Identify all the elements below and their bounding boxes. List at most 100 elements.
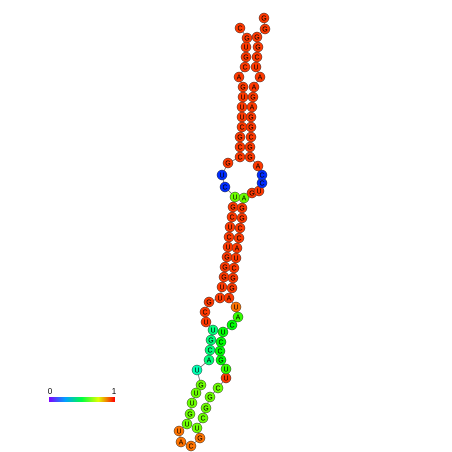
nucleotide-label: C [200, 415, 205, 422]
nucleotide [185, 440, 197, 452]
nucleotide-label: A [256, 163, 261, 170]
nucleotide-label: A [227, 295, 232, 302]
nucleotide [231, 242, 243, 254]
nucleotide-label: C [259, 180, 264, 187]
nucleotide [186, 397, 198, 409]
nucleotide-label: C [254, 54, 259, 61]
nucleotide-label: U [256, 188, 261, 195]
nucleotide [234, 222, 246, 234]
nucleotide-label: C [242, 64, 247, 71]
nucleotide [215, 336, 227, 348]
nucleotide [184, 408, 196, 420]
nucleotide [248, 81, 260, 93]
nucleotide-label: G [237, 134, 242, 141]
nucleotide [222, 157, 234, 169]
scale-min-label: 0 [48, 387, 53, 396]
nucleotide-label: G [203, 405, 208, 412]
nucleotide-label: C [217, 348, 222, 355]
nucleotide-label: U [189, 400, 194, 407]
nucleotide-label: G [254, 34, 259, 41]
nucleotide-label: C [222, 184, 227, 191]
nucleotide-label: G [247, 154, 252, 161]
nucleotide [239, 61, 251, 73]
nucleotide-label: G [249, 190, 254, 197]
nucleotide-label: G [229, 285, 234, 292]
nucleotide [191, 422, 203, 434]
nucleotide-label: A [237, 74, 242, 81]
nucleotide [200, 316, 212, 328]
nucleotide-label: U [223, 366, 228, 373]
nucleotide [175, 436, 187, 448]
nucleotide-label: G [240, 84, 245, 91]
nucleotide-label: C [236, 235, 241, 242]
nucleotide [234, 22, 246, 34]
nucleotide-label: U [219, 172, 224, 179]
nucleotide [259, 23, 271, 35]
nucleotide [236, 202, 248, 214]
nucleotide [190, 387, 202, 399]
nucleotide [256, 169, 268, 181]
nucleotide-label: U [240, 94, 245, 101]
nucleotide-label: A [258, 74, 263, 81]
nucleotide [230, 301, 242, 313]
nucleotide-label: G [250, 94, 255, 101]
nucleotide-label: G [224, 254, 229, 261]
nucleotide-label: G [218, 357, 223, 364]
nucleotide [254, 71, 266, 83]
nucleotides: CGUGCAGUUUCGCCGUCUGCUCUGGGUUGCUUGCAUGUUG… [173, 12, 271, 452]
nucleotide-label: G [248, 124, 253, 131]
nucleotide-label: G [261, 15, 266, 22]
nucleotide-label: C [218, 339, 223, 346]
nucleotide-label: U [225, 244, 230, 251]
nucleotide [232, 311, 244, 323]
nucleotide-label: U [233, 304, 238, 311]
nucleotide-label: G [225, 160, 230, 167]
nucleotide-label: G [239, 205, 244, 212]
nucleotide-label: U [194, 367, 199, 374]
nucleotide-label: G [207, 394, 212, 401]
nucleotide-label: C [248, 134, 253, 141]
nucleotide-label: C [207, 347, 212, 354]
nucleotide [207, 324, 219, 336]
nucleotide-label: U [176, 428, 181, 435]
nucleotide-label: G [239, 215, 244, 222]
nucleotide-label: C [229, 214, 234, 221]
nucleotide [251, 31, 263, 43]
nucleotide [220, 363, 232, 375]
nucleotide-label: U [217, 295, 222, 302]
nucleotide-label: U [193, 390, 198, 397]
nucleotide [203, 354, 215, 366]
nucleotide-label: G [243, 54, 248, 61]
nucleotide-label: C [237, 225, 242, 232]
nucleotide-label: U [223, 375, 228, 382]
nucleotide-label: U [232, 194, 237, 201]
nucleotide-label: U [194, 425, 199, 432]
scale-max-label: 1 [112, 387, 117, 396]
nucleotide [203, 296, 215, 308]
nucleotide-label: U [184, 421, 189, 428]
color-bar [49, 397, 115, 402]
nucleotide-label: U [210, 327, 215, 334]
nucleotide [173, 425, 185, 437]
nucleotide-label: A [207, 357, 212, 364]
nucleotide [197, 412, 209, 424]
nucleotide-label: C [229, 322, 234, 329]
nucleotide-label: C [239, 124, 244, 131]
nucleotide-label: U [219, 284, 224, 291]
nucleotide [252, 160, 264, 172]
nucleotide-label: C [231, 265, 236, 272]
nucleotide [212, 382, 224, 394]
nucleotide-label: A [250, 104, 255, 111]
nucleotide-label: C [188, 443, 193, 450]
nucleotide-label: U [203, 319, 208, 326]
nucleotide-label: G [255, 44, 260, 51]
nucleotide-label: A [236, 314, 241, 321]
nucleotide-label: G [244, 35, 249, 42]
nucleotide-label: U [239, 104, 244, 111]
nucleotide-label: C [237, 25, 242, 32]
nucleotide-label: G [262, 26, 267, 33]
nucleotide [238, 192, 250, 204]
nucleotide [223, 292, 235, 304]
